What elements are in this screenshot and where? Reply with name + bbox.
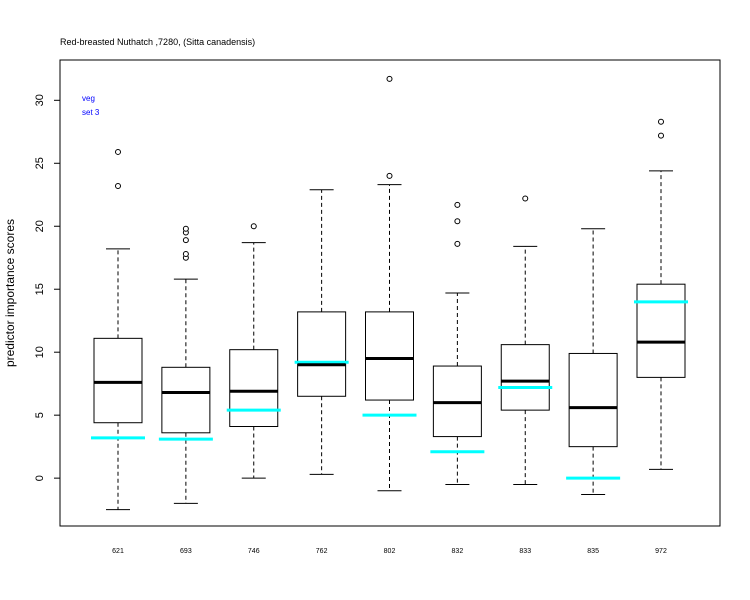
box-832 <box>430 201 485 485</box>
x-tick-label-621: 621 <box>112 548 124 555</box>
outlier-point <box>454 218 461 225</box>
y-tick-label-5: 5 <box>34 412 46 418</box>
outlier-point <box>454 240 461 247</box>
outlier-point <box>182 225 189 232</box>
y-axis: 0 5 10 15 20 25 30 <box>34 94 60 481</box>
y-tick-label-10: 10 <box>34 346 46 358</box>
box-802 <box>362 75 417 492</box>
outlier-point <box>658 132 664 139</box>
y-tick-label-0: 0 <box>34 475 46 481</box>
x-tick-label-833: 833 <box>519 548 531 555</box>
outlier-point <box>115 182 121 189</box>
outlier-point <box>522 195 529 202</box>
outlier-point <box>386 172 393 179</box>
x-tick-label-746: 746 <box>248 548 260 555</box>
outlier-point <box>658 118 664 125</box>
box-762 <box>294 189 349 475</box>
x-tick-label-835: 835 <box>587 548 599 555</box>
box-972 <box>634 118 688 470</box>
outlier-point <box>386 75 393 82</box>
box-body <box>500 344 550 411</box>
x-axis: 621 693 746 762 802 832 833 835 972 <box>112 548 667 555</box>
y-tick-label-25: 25 <box>34 157 46 169</box>
outlier-point <box>182 237 189 244</box>
plot-frame <box>59 59 721 527</box>
box-746 <box>226 223 281 479</box>
box-621 <box>91 148 145 511</box>
box-body <box>365 311 414 401</box>
x-tick-label-693: 693 <box>180 548 192 555</box>
y-tick-label-15: 15 <box>34 283 46 295</box>
box-body <box>297 311 347 397</box>
x-tick-label-762: 762 <box>316 548 328 555</box>
chart-title: Red-breasted Nuthatch ,7280, (Sitta cana… <box>60 37 255 47</box>
y-tick-label-20: 20 <box>34 220 46 232</box>
x-tick-label-802: 802 <box>384 548 396 555</box>
x-tick-label-972: 972 <box>655 548 667 555</box>
box-833 <box>498 195 553 485</box>
x-tick-label-832: 832 <box>452 548 464 555</box>
outlier-point <box>454 201 461 208</box>
outlier-point <box>182 250 189 257</box>
annotation-set: set 3 <box>82 108 100 117</box>
box-body <box>93 337 143 424</box>
box-693 <box>158 225 213 504</box>
box-body <box>568 352 618 448</box>
box-835 <box>566 228 621 496</box>
y-axis-label: predictor importance scores <box>3 219 17 367</box>
y-tick-label-30: 30 <box>34 94 46 106</box>
outlier-point <box>250 223 257 230</box>
annotation-veg: veg <box>82 94 95 103</box>
box-body <box>229 349 279 428</box>
box-series <box>91 75 688 511</box>
box-body <box>636 283 686 378</box>
outlier-point <box>115 148 121 155</box>
box-body <box>161 366 211 434</box>
